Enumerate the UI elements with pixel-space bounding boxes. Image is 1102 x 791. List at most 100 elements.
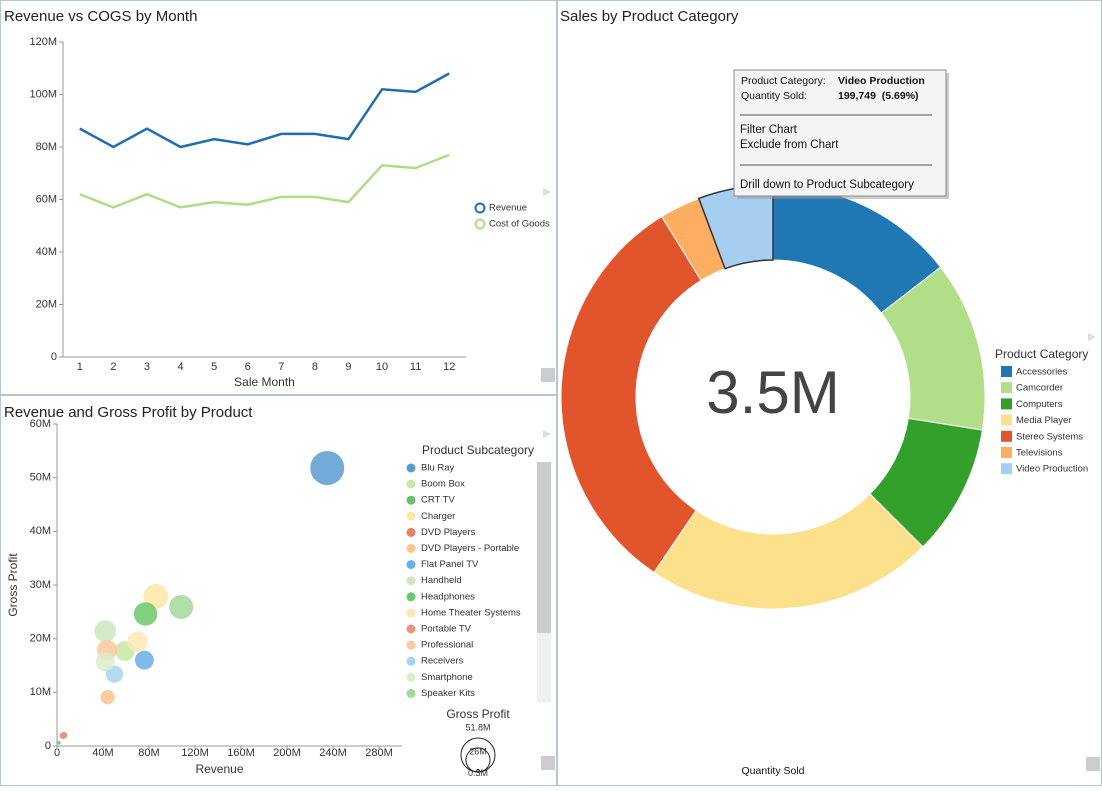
x-tick-label: 4 — [177, 361, 183, 373]
x-tick-label: 120M — [181, 747, 209, 759]
bubble — [100, 690, 115, 705]
legend-marker — [406, 560, 416, 570]
legend-label: DVD Players — [421, 527, 476, 538]
size-legend-label: 51.8M — [465, 722, 490, 732]
x-tick-label: 9 — [345, 361, 351, 373]
tooltip-value: 199,749 (5.69%) — [838, 90, 919, 102]
legend-label: Camcorder — [1016, 383, 1063, 394]
line — [79, 153, 450, 209]
chart-title: Revenue vs COGS by Month — [4, 8, 197, 25]
legend-marker — [406, 608, 416, 618]
legend-swatch — [1001, 430, 1012, 442]
tooltip: Product Category: Video Production Quant… — [733, 69, 949, 199]
y-tick-label: 50M — [30, 472, 51, 484]
legend-swatch — [1001, 447, 1012, 458]
legend-marker — [406, 656, 416, 666]
legend-label: CRT TV — [421, 495, 455, 506]
legend-marker — [406, 624, 416, 634]
tooltip-value: Video Production — [838, 75, 925, 87]
size-legend-title: Gross Profit — [446, 707, 510, 721]
y-tick-label: 10M — [30, 686, 51, 698]
legend-label: Receivers — [421, 656, 463, 667]
menu-item[interactable]: Exclude from Chart — [740, 139, 839, 151]
legend-label: Accessories — [1016, 367, 1067, 378]
pie-segment — [653, 493, 924, 610]
bubble — [133, 602, 158, 626]
x-tick-label: 1 — [77, 361, 83, 373]
tooltip-box — [733, 69, 947, 197]
legend-marker — [406, 527, 416, 537]
bubble — [59, 732, 67, 740]
legend-label: Professional — [421, 640, 473, 651]
legend-label: Video Production — [1016, 464, 1088, 475]
y-tick-label: 30M — [30, 579, 51, 591]
expand-arrow[interactable] — [543, 188, 551, 196]
expand-arrow[interactable] — [1088, 333, 1096, 341]
bubble — [94, 620, 117, 643]
legend-label: Cost of Goods — [489, 219, 550, 230]
center-label: 3.5M — [706, 359, 839, 426]
x-axis-label: Revenue — [195, 762, 243, 776]
legend-label: DVD Players - Portable — [421, 543, 519, 554]
x-tick-label: 200M — [273, 747, 301, 759]
bubble — [127, 631, 148, 653]
bubble — [310, 451, 345, 486]
legend-label: Televisions — [1016, 448, 1063, 459]
pie-segment — [560, 215, 702, 574]
y-tick-label: 40M — [30, 525, 51, 537]
x-axis-label: Sale Month — [234, 375, 295, 389]
tooltip-label: Quantity Sold: — [741, 90, 807, 102]
legend-marker — [406, 495, 416, 505]
bubble — [134, 650, 154, 670]
x-tick-label: 0 — [54, 747, 60, 759]
legend-label: Revenue — [489, 203, 527, 214]
bubble — [57, 740, 61, 745]
x-tick-label: 11 — [410, 361, 421, 373]
y-tick-label: 80M — [36, 141, 57, 153]
x-tick-label: 7 — [278, 361, 284, 373]
legend-marker — [406, 576, 416, 586]
line — [79, 72, 450, 149]
pie-segment — [697, 184, 774, 270]
menu-item[interactable]: Drill down to Product Subcategory — [740, 179, 914, 191]
y-tick-label: 120M — [29, 36, 57, 48]
x-tick-label: 6 — [245, 361, 251, 373]
expand-arrow[interactable] — [543, 430, 551, 438]
legend-marker — [406, 688, 416, 698]
bubble — [105, 665, 124, 683]
legend-label: Smartphone — [421, 672, 473, 683]
back-button[interactable] — [541, 368, 555, 382]
legend-marker — [474, 218, 486, 230]
x-tick-label: 160M — [227, 747, 255, 759]
legend-swatch — [1001, 463, 1012, 475]
x-tick-label: 5 — [211, 361, 217, 373]
y-tick-label: 40M — [36, 246, 57, 258]
legend-marker — [406, 463, 416, 473]
x-tick-label: 40M — [92, 747, 113, 759]
legend-label: Blu Ray — [421, 463, 455, 474]
legend-swatch — [1001, 398, 1012, 410]
x-tick-label: 240M — [319, 747, 347, 759]
back-button[interactable] — [541, 756, 555, 770]
y-tick-label: 20M — [36, 298, 57, 310]
legend-label: Home Theater Systems — [421, 607, 521, 618]
x-tick-label: 10 — [376, 361, 388, 373]
bubble — [95, 652, 115, 672]
menu-item[interactable]: Filter Chart — [740, 124, 798, 136]
chart-title: Sales by Product Category — [560, 8, 739, 25]
legend-title: Product Category — [995, 347, 1088, 361]
legend-marker — [406, 592, 416, 602]
scrollbar-thumb — [537, 462, 551, 633]
y-axis-label: Gross Profit — [6, 553, 20, 617]
x-tick-label: 3 — [144, 361, 150, 373]
legend-label: Stereo Systems — [1016, 431, 1083, 442]
panel — [0, 0, 557, 395]
legend-label: Computers — [1016, 399, 1063, 410]
size-legend-circle — [476, 768, 480, 773]
y-tick-label: 60M — [30, 418, 51, 430]
x-tick-label: 12 — [443, 361, 455, 373]
legend-swatch — [1001, 382, 1012, 394]
y-tick-label: 20M — [30, 633, 51, 645]
back-button[interactable] — [1086, 757, 1100, 771]
